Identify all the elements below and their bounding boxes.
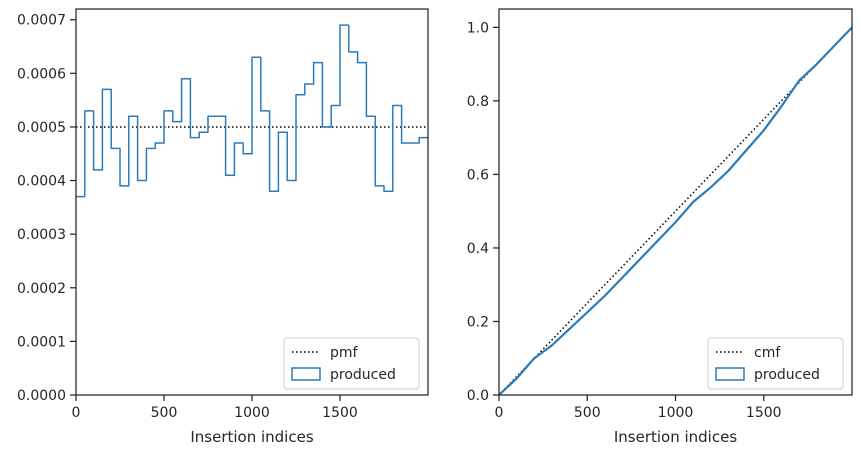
legend-swatch-produced — [291, 367, 321, 381]
y-tick-label: 0.0005 — [17, 120, 66, 136]
series-produced-line — [76, 24, 428, 198]
y-tick-label: 1.0 — [467, 20, 489, 36]
x-tick-label: 0 — [495, 405, 504, 421]
legend-box — [707, 337, 844, 390]
x-tick-label: 1500 — [322, 405, 358, 421]
cmf-panel: 0 500 1000 1500 0.0 0.2 0.4 0.6 0.8 1.0 Insertion … — [467, 8, 853, 446]
y-tick-label: 0.0006 — [17, 66, 66, 82]
x-tick-label: 1000 — [234, 405, 270, 421]
x-axis-title: Insertion indices — [614, 428, 737, 446]
x-tick-label: 500 — [151, 405, 178, 421]
x-tick-label: 500 — [574, 405, 601, 421]
y-tick-label: 0.0000 — [17, 388, 66, 404]
series-produced-line — [498, 26, 853, 396]
legend-label-produced: produced — [330, 367, 396, 383]
pmf-panel: 0 500 1000 1500 0.0000 0.0001 0.0002 0.0003 0.00… — [17, 8, 429, 446]
legend-label-produced: produced — [754, 367, 820, 383]
x-axis-title: Insertion indices — [190, 428, 313, 446]
y-tick-label: 0.0002 — [17, 281, 66, 297]
x-tick-label: 0 — [72, 405, 81, 421]
plot-frame — [498, 8, 853, 396]
x-tick-label: 1500 — [746, 405, 782, 421]
y-tick-label: 0.6 — [467, 167, 489, 183]
legend-label-cmf: cmf — [754, 345, 781, 361]
y-tick-label: 0.0003 — [17, 227, 66, 243]
legend-box — [283, 337, 420, 390]
legend: cmf produced — [707, 337, 844, 390]
x-tick-label: 1000 — [658, 405, 694, 421]
y-tick-label: 0.0 — [467, 388, 489, 404]
y-tick-label: 0.2 — [467, 314, 489, 330]
legend-label-pmf: pmf — [330, 345, 359, 361]
y-tick-label: 0.0004 — [17, 174, 66, 190]
y-tick-label: 0.0007 — [17, 13, 66, 29]
legend: pmf produced — [283, 337, 420, 390]
legend-swatch-produced — [715, 367, 745, 381]
y-tick-label: 0.4 — [467, 241, 489, 257]
y-tick-label: 0.0001 — [17, 334, 66, 350]
y-tick-label: 0.8 — [467, 94, 489, 110]
